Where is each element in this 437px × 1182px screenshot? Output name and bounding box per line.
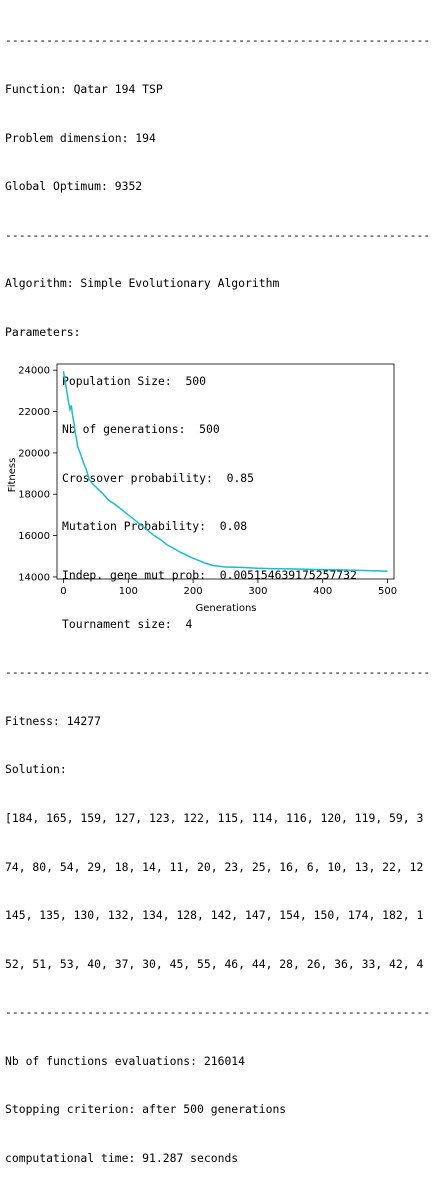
x-axis-label: Generations	[196, 603, 257, 614]
x-tick-label: 500	[378, 586, 397, 597]
separator-line: ----------------------------------------…	[5, 1004, 437, 1020]
y-tick-label: 18000	[18, 490, 50, 501]
x-tick-label: 0	[60, 586, 66, 597]
separator-line: ----------------------------------------…	[5, 664, 437, 680]
x-tick-label: 100	[119, 586, 138, 597]
x-tick-label: 200	[184, 586, 203, 597]
function-line: Function: Qatar 194 TSP	[5, 81, 437, 97]
y-tick-label: 22000	[18, 407, 50, 418]
evaluations-line: Nb of functions evaluations: 216014	[5, 1053, 437, 1069]
separator-line: ----------------------------------------…	[5, 227, 437, 243]
chart-marks	[64, 371, 388, 571]
fitness-line: Fitness: 14277	[5, 713, 437, 729]
optimum-line: Global Optimum: 9352	[5, 178, 437, 194]
dimension-line: Problem dimension: 194	[5, 130, 437, 146]
x-tick-label: 400	[313, 586, 332, 597]
solution-line: [184, 165, 159, 127, 123, 122, 115, 114,…	[5, 810, 437, 826]
solution-title: Solution:	[5, 761, 437, 777]
chart-axes: 0 100 200 300 400 500 14000 16000 18000 20000 2200…	[18, 366, 397, 597]
parameters-title: Parameters:	[5, 324, 437, 340]
x-tick-label: 300	[248, 586, 267, 597]
y-tick-label: 14000	[18, 572, 50, 583]
stopping-line: Stopping criterion: after 500 generation…	[5, 1101, 437, 1117]
y-tick-label: 24000	[18, 366, 50, 377]
y-axis-label: Fitness	[7, 458, 18, 493]
solution-line: 74, 80, 54, 29, 18, 14, 11, 20, 23, 25, …	[5, 859, 437, 875]
fitness-chart: 0 100 200 300 400 500 14000 16000 18000 20000 2200…	[0, 359, 437, 622]
plot-frame	[57, 364, 394, 579]
solution-line: 145, 135, 130, 132, 134, 128, 142, 147, …	[5, 907, 437, 923]
fitness-series-line	[64, 371, 388, 571]
solution-line: 52, 51, 53, 40, 37, 30, 45, 55, 46, 44, …	[5, 956, 437, 972]
time-line: computational time: 91.287 seconds	[5, 1150, 437, 1166]
algorithm-line: Algorithm: Simple Evolutionary Algorithm	[5, 275, 437, 291]
y-tick-label: 20000	[18, 448, 50, 459]
y-tick-label: 16000	[18, 531, 50, 542]
separator-line: ----------------------------------------…	[5, 32, 437, 48]
